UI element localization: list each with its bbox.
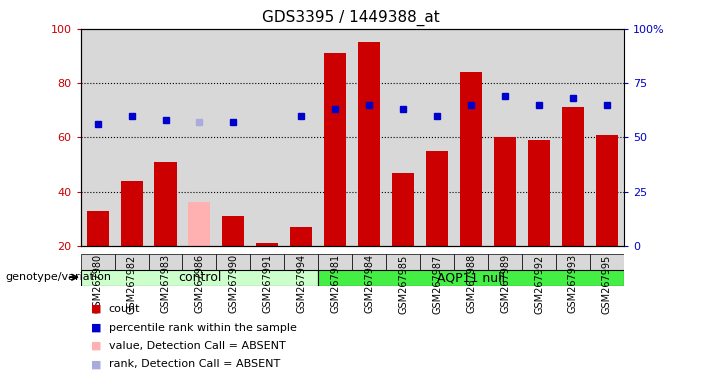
Bar <box>494 137 516 246</box>
Bar <box>149 254 182 270</box>
Bar <box>460 72 482 246</box>
Text: AQP11 null: AQP11 null <box>437 271 505 285</box>
Text: GSM267992: GSM267992 <box>534 254 544 313</box>
Bar <box>454 254 488 270</box>
Text: value, Detection Call = ABSENT: value, Detection Call = ABSENT <box>109 341 285 351</box>
Bar <box>290 227 313 246</box>
Bar <box>522 254 556 270</box>
Bar <box>154 162 177 246</box>
Bar <box>596 134 618 246</box>
Text: rank, Detection Call = ABSENT: rank, Detection Call = ABSENT <box>109 359 280 369</box>
Bar <box>114 254 149 270</box>
Text: GSM267984: GSM267984 <box>365 254 374 313</box>
Bar <box>217 254 250 270</box>
Bar <box>325 53 346 246</box>
Bar <box>528 140 550 246</box>
Bar <box>182 254 217 270</box>
Text: percentile rank within the sample: percentile rank within the sample <box>109 323 297 333</box>
Text: GDS3395 / 1449388_at: GDS3395 / 1449388_at <box>261 10 440 26</box>
Bar <box>590 254 624 270</box>
Bar <box>386 254 420 270</box>
Text: GSM267983: GSM267983 <box>161 254 170 313</box>
Text: GSM267982: GSM267982 <box>127 254 137 313</box>
Text: genotype/variation: genotype/variation <box>6 272 111 282</box>
Bar <box>358 42 380 246</box>
Bar <box>488 254 522 270</box>
Bar <box>257 243 278 246</box>
Text: ■: ■ <box>91 304 102 314</box>
Bar <box>81 254 114 270</box>
Text: GSM267985: GSM267985 <box>398 254 408 313</box>
Text: GSM267987: GSM267987 <box>432 254 442 313</box>
Bar <box>318 270 624 286</box>
Text: GSM267994: GSM267994 <box>297 254 306 313</box>
Text: control: control <box>178 271 221 285</box>
Bar <box>426 151 448 246</box>
Bar <box>81 270 318 286</box>
Text: GSM267980: GSM267980 <box>93 254 102 313</box>
Bar <box>318 254 353 270</box>
Bar <box>189 202 210 246</box>
Text: GSM267989: GSM267989 <box>500 254 510 313</box>
Bar <box>556 254 590 270</box>
Text: GSM267986: GSM267986 <box>194 254 205 313</box>
Bar <box>562 108 584 246</box>
Text: count: count <box>109 304 140 314</box>
Bar <box>86 210 109 246</box>
Bar <box>250 254 285 270</box>
Bar <box>285 254 318 270</box>
Text: GSM267988: GSM267988 <box>466 254 476 313</box>
Bar <box>392 172 414 246</box>
Text: GSM267981: GSM267981 <box>330 254 340 313</box>
Text: ■: ■ <box>91 359 102 369</box>
Text: GSM267991: GSM267991 <box>262 254 273 313</box>
Bar <box>353 254 386 270</box>
Text: ■: ■ <box>91 323 102 333</box>
Text: GSM267995: GSM267995 <box>602 254 612 313</box>
Bar <box>420 254 454 270</box>
Bar <box>222 216 245 246</box>
Text: GSM267990: GSM267990 <box>229 254 238 313</box>
Text: ■: ■ <box>91 341 102 351</box>
Text: GSM267993: GSM267993 <box>568 254 578 313</box>
Bar <box>121 181 142 246</box>
